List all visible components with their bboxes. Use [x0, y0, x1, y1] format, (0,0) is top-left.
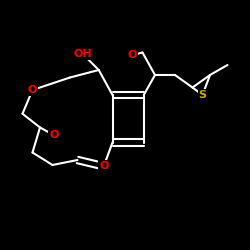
Text: O: O	[99, 161, 108, 171]
Text: OH: OH	[73, 49, 92, 59]
Text: O: O	[28, 85, 37, 95]
Text: S: S	[198, 90, 206, 100]
Text: O: O	[128, 50, 137, 60]
Text: O: O	[49, 130, 58, 140]
